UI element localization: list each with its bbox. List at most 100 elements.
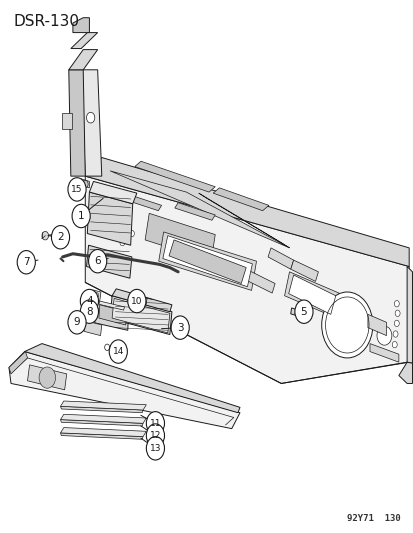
- Polygon shape: [145, 213, 215, 261]
- Polygon shape: [85, 158, 408, 266]
- Text: 11: 11: [150, 419, 161, 428]
- Circle shape: [80, 300, 98, 324]
- Circle shape: [146, 424, 164, 447]
- Circle shape: [393, 301, 398, 307]
- Text: 9: 9: [74, 317, 80, 327]
- Polygon shape: [69, 50, 97, 70]
- Polygon shape: [60, 401, 146, 410]
- Text: 14: 14: [112, 347, 123, 356]
- Circle shape: [80, 289, 98, 313]
- Polygon shape: [73, 18, 89, 33]
- Polygon shape: [158, 232, 256, 290]
- Polygon shape: [91, 290, 101, 301]
- Polygon shape: [9, 352, 240, 429]
- Text: 10: 10: [131, 296, 142, 305]
- Polygon shape: [81, 179, 89, 188]
- Polygon shape: [9, 352, 27, 374]
- Polygon shape: [62, 114, 71, 130]
- Polygon shape: [24, 344, 240, 413]
- Text: 5: 5: [300, 306, 306, 317]
- Polygon shape: [288, 275, 335, 314]
- Circle shape: [68, 177, 86, 201]
- Polygon shape: [60, 427, 146, 437]
- Circle shape: [104, 344, 109, 351]
- Circle shape: [94, 293, 98, 298]
- Circle shape: [82, 180, 88, 188]
- Text: 15: 15: [71, 185, 83, 194]
- Circle shape: [17, 251, 35, 274]
- Circle shape: [120, 239, 125, 246]
- Polygon shape: [367, 314, 386, 336]
- Polygon shape: [369, 344, 398, 362]
- Polygon shape: [398, 362, 411, 383]
- Polygon shape: [60, 419, 143, 426]
- Polygon shape: [86, 245, 132, 278]
- Text: 3: 3: [176, 322, 183, 333]
- Polygon shape: [406, 266, 411, 364]
- Circle shape: [392, 331, 397, 337]
- Polygon shape: [99, 301, 124, 310]
- Polygon shape: [290, 260, 318, 281]
- Polygon shape: [84, 321, 102, 336]
- Polygon shape: [121, 193, 161, 211]
- Text: 92Y71  130: 92Y71 130: [347, 514, 400, 523]
- Polygon shape: [60, 406, 143, 413]
- Text: 13: 13: [150, 444, 161, 453]
- Polygon shape: [198, 193, 289, 248]
- Polygon shape: [89, 181, 137, 204]
- Text: 8: 8: [86, 306, 93, 317]
- Polygon shape: [69, 70, 85, 176]
- Polygon shape: [305, 290, 330, 312]
- Polygon shape: [85, 176, 408, 383]
- Circle shape: [119, 224, 126, 232]
- Polygon shape: [290, 308, 301, 317]
- Polygon shape: [87, 192, 133, 245]
- Circle shape: [128, 289, 145, 313]
- Polygon shape: [135, 296, 147, 305]
- Circle shape: [146, 411, 164, 435]
- Polygon shape: [71, 33, 97, 49]
- Polygon shape: [99, 305, 126, 325]
- Polygon shape: [81, 70, 102, 176]
- Circle shape: [294, 300, 312, 324]
- Circle shape: [391, 342, 396, 348]
- Polygon shape: [112, 289, 171, 312]
- Polygon shape: [169, 240, 246, 284]
- Text: 7: 7: [23, 257, 29, 267]
- Text: 1: 1: [78, 211, 84, 221]
- Polygon shape: [60, 414, 146, 423]
- Polygon shape: [112, 298, 169, 333]
- Circle shape: [129, 230, 134, 237]
- Circle shape: [86, 112, 95, 123]
- Polygon shape: [284, 272, 338, 317]
- Circle shape: [376, 326, 391, 345]
- Circle shape: [321, 292, 372, 358]
- Circle shape: [51, 225, 69, 249]
- Polygon shape: [95, 303, 128, 330]
- Circle shape: [88, 249, 107, 273]
- Circle shape: [109, 340, 127, 364]
- Circle shape: [68, 311, 86, 334]
- Circle shape: [146, 437, 164, 460]
- Circle shape: [72, 204, 90, 228]
- Polygon shape: [110, 296, 171, 335]
- Polygon shape: [213, 188, 268, 211]
- Text: 2: 2: [57, 232, 64, 243]
- Text: 12: 12: [150, 431, 161, 440]
- Polygon shape: [268, 248, 293, 269]
- Polygon shape: [174, 203, 215, 220]
- Text: 6: 6: [94, 256, 101, 266]
- Text: DSR-130: DSR-130: [14, 14, 80, 29]
- Polygon shape: [110, 171, 289, 248]
- Circle shape: [42, 231, 48, 240]
- Text: 4: 4: [86, 296, 93, 306]
- Polygon shape: [60, 433, 143, 439]
- Polygon shape: [162, 236, 252, 287]
- Circle shape: [394, 310, 399, 317]
- Polygon shape: [135, 161, 215, 192]
- Polygon shape: [243, 269, 274, 293]
- Polygon shape: [27, 365, 66, 390]
- Circle shape: [171, 316, 189, 340]
- Circle shape: [39, 367, 55, 388]
- Circle shape: [393, 320, 398, 327]
